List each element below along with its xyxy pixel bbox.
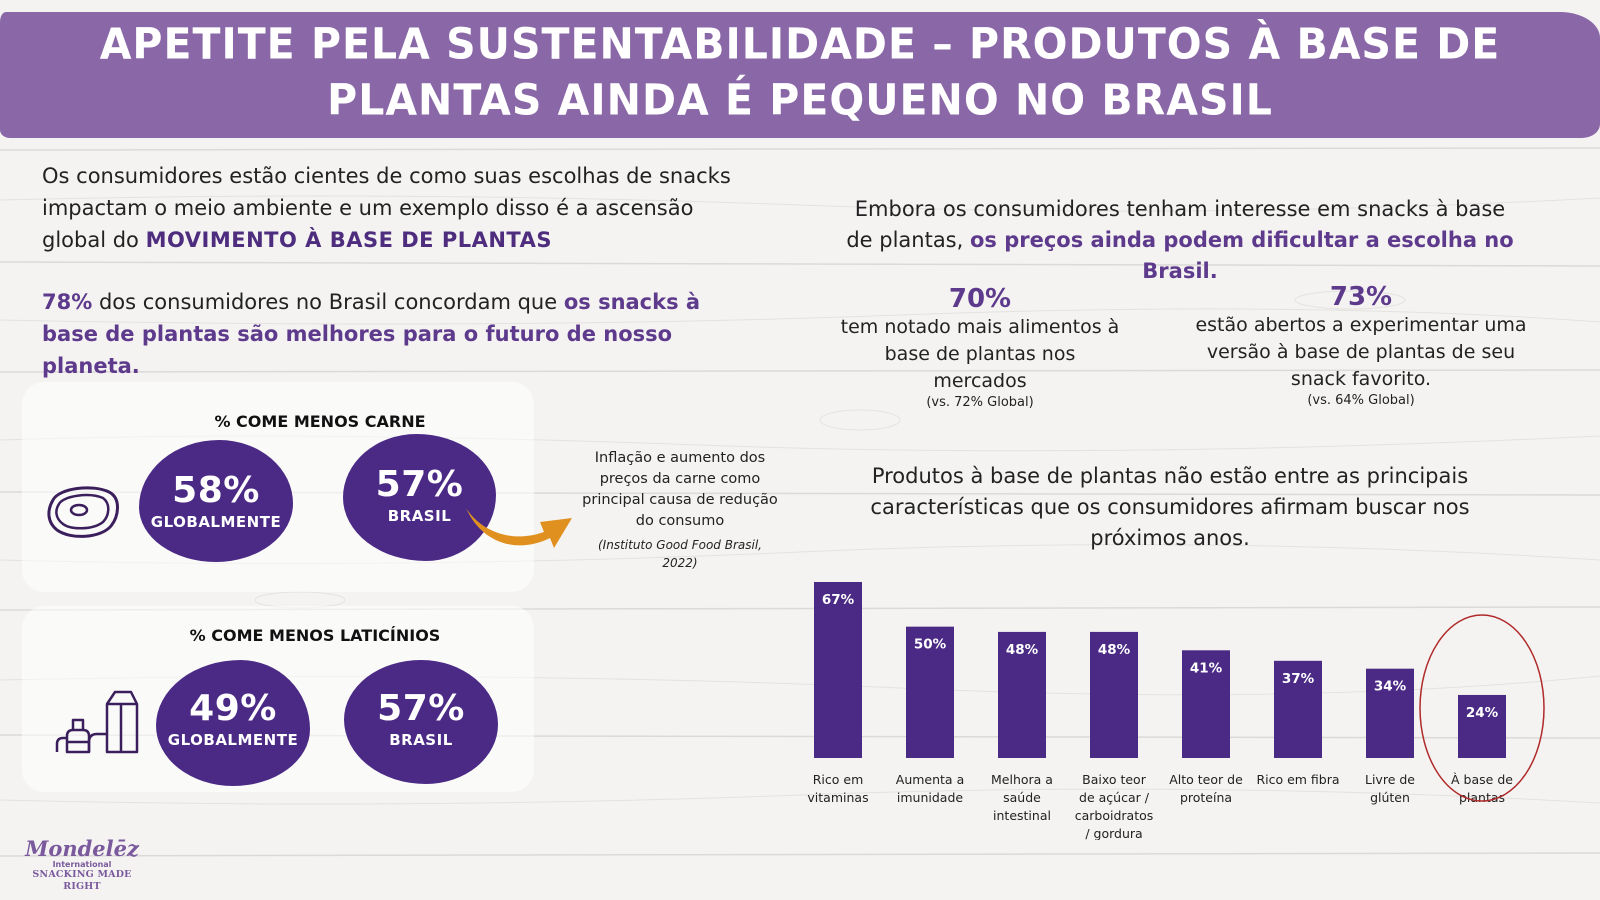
- dairy-brazil-label: BRASIL: [389, 731, 453, 749]
- inflation-note: Inflação e aumento dos preços da carne c…: [580, 448, 780, 572]
- chart-category-label: imunidade: [897, 790, 963, 805]
- meat-brazil-label: BRASIL: [387, 507, 452, 525]
- chart-category-label: intestinal: [993, 808, 1051, 823]
- intro-paragraph: Os consumidores estão cientes de como su…: [42, 164, 731, 252]
- chart-bar: [1274, 660, 1322, 758]
- chart-data-label: 67%: [822, 592, 855, 608]
- intro-highlight: MOVIMENTO À BASE DE PLANTAS: [145, 228, 552, 252]
- meat-global-blob: 58% GLOBALMENTE: [139, 440, 293, 562]
- stat-73-pct: 73%: [1329, 282, 1393, 312]
- chart-category-label: de açúcar /: [1079, 790, 1150, 805]
- meat-global-pct: 58%: [172, 470, 260, 511]
- right-intro-highlight: os preços ainda podem dificultar a escol…: [969, 228, 1514, 283]
- chart-data-label: 37%: [1282, 671, 1315, 687]
- right-intro-paragraph: Embora os consumidores tenham interesse …: [846, 197, 1514, 283]
- stat-70-text: tem notado mais alimentos à base de plan…: [840, 316, 1120, 392]
- meat-global-label: GLOBALMENTE: [150, 513, 282, 531]
- chart-category-label: Livre de: [1365, 772, 1415, 787]
- dairy-brazil-pct: 57%: [377, 688, 465, 729]
- chart-category-label: / gordura: [1085, 826, 1142, 840]
- dairy-icon: [55, 690, 139, 754]
- title-banner: [0, 12, 1600, 138]
- chart-category-label: proteína: [1180, 790, 1232, 805]
- chart-bar: [1182, 650, 1230, 758]
- chart-category-label: Melhora a: [991, 772, 1053, 787]
- chart-category-label: carboidratos: [1075, 808, 1154, 823]
- chart-data-label: 50%: [914, 637, 947, 653]
- chart-bar: [998, 631, 1046, 758]
- stat-78-paragraph: 78% dos consumidores no Brasil concordam…: [42, 290, 701, 378]
- orange-arrow: [466, 508, 572, 548]
- highlight-circle: [1419, 614, 1545, 802]
- inflation-note-text: Inflação e aumento dos preços da carne c…: [582, 450, 778, 529]
- chart-category-label: À base de: [1451, 772, 1513, 787]
- chart-category-label: Baixo teor: [1082, 772, 1147, 787]
- chart-data-label: 24%: [1466, 705, 1499, 721]
- chart-category-label: Alto teor de: [1169, 772, 1243, 787]
- chart-category-label: glúten: [1370, 790, 1410, 805]
- page-title: APETITE PELA SUSTENTABILIDADE – PRODUTOS…: [99, 18, 1501, 126]
- chart-bar: [1090, 631, 1138, 758]
- stat-78-highlight: os snacks à base de plantas são melhores…: [42, 290, 701, 378]
- inflation-note-source: (Instituto Good Food Brasil, 2022): [598, 538, 762, 570]
- dairy-global-label: GLOBALMENTE: [167, 731, 299, 749]
- dairy-global-blob: 49% GLOBALMENTE: [156, 660, 310, 786]
- chart-category-label: vitaminas: [807, 790, 868, 805]
- dairy-card-title: % COME MENOS LATICÍNIOS: [189, 626, 441, 645]
- chart-bar: [814, 582, 862, 758]
- meat-brazil-blob: 57% BRASIL: [343, 434, 496, 561]
- mondelez-logo: Mondelēz International SNACKING MADE RIG…: [18, 838, 146, 893]
- logo-tagline: SNACKING MADE RIGHT: [32, 869, 132, 892]
- stat-70-vs: (vs. 72% Global): [926, 395, 1034, 410]
- stat-70: 70% tem notado mais alimentos à base de …: [830, 284, 1130, 410]
- chart-data-label: 48%: [1098, 642, 1131, 658]
- chart-category-label: Rico em: [813, 772, 864, 787]
- steak-icon: [47, 486, 119, 538]
- bar-chart: 67% Rico em vitaminas 50% Aumenta a imunidade…: [807, 582, 1545, 840]
- chart-bar: [1366, 668, 1414, 758]
- chart-category-label: plantas: [1459, 790, 1505, 805]
- stat-78-pct: 78%: [42, 290, 93, 314]
- meat-card-title: % COME MENOS CARNE: [214, 412, 426, 431]
- meat-brazil-pct: 57%: [375, 464, 464, 505]
- stat-70-pct: 70%: [948, 284, 1012, 314]
- chart-bar: [906, 626, 954, 758]
- chart-data-label: 34%: [1374, 679, 1407, 695]
- chart-category-label: saúde: [1003, 790, 1041, 805]
- stat-73-text: estão abertos a experimentar uma versão …: [1195, 314, 1527, 390]
- stat-73: 73% estão abertos a experimentar uma ver…: [1186, 282, 1536, 408]
- logo-sub: International: [52, 860, 112, 869]
- chart-category-label: Rico em fibra: [1256, 772, 1339, 787]
- dairy-brazil-blob: 57% BRASIL: [344, 660, 498, 784]
- dairy-global-pct: 49%: [189, 688, 277, 729]
- chart-category-label: Aumenta a: [896, 772, 964, 787]
- chart-data-label: 41%: [1190, 660, 1223, 676]
- chart-title: Produtos à base de plantas não estão ent…: [870, 464, 1470, 550]
- stat-73-vs: (vs. 64% Global): [1307, 393, 1415, 408]
- chart-bar: [1458, 694, 1506, 758]
- chart-data-label: 48%: [1006, 642, 1039, 658]
- logo-brand: Mondelēz: [25, 836, 139, 861]
